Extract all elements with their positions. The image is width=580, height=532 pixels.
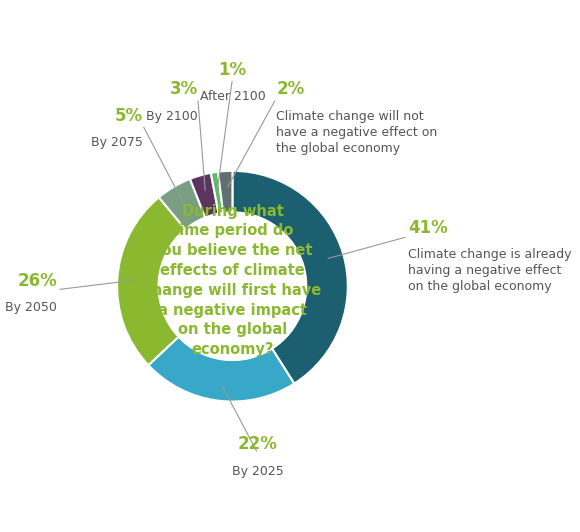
Text: By 2075: By 2075 [90,136,143,149]
Text: By 2025: By 2025 [232,465,284,478]
Wedge shape [211,172,223,214]
Wedge shape [117,197,186,365]
Text: During what
time period do
you believe the net
effects of climate
change will fi: During what time period do you believe t… [143,204,321,357]
Text: By 2050: By 2050 [5,301,57,314]
Text: 26%: 26% [17,272,57,289]
Text: 41%: 41% [408,219,448,237]
Circle shape [158,212,306,360]
Wedge shape [233,171,348,384]
Text: 3%: 3% [169,80,198,98]
Wedge shape [190,173,219,218]
Text: After 2100: After 2100 [200,90,265,103]
Text: 22%: 22% [238,436,278,453]
Text: 1%: 1% [219,61,246,79]
Text: 5%: 5% [114,107,143,124]
Wedge shape [218,171,233,213]
Text: Climate change will not
have a negative effect on
the global economy: Climate change will not have a negative … [276,110,437,155]
Text: 2%: 2% [276,80,304,98]
Wedge shape [148,337,294,402]
Text: By 2100: By 2100 [146,110,198,123]
Wedge shape [159,179,205,229]
Text: Climate change is already
having a negative effect
on the global economy: Climate change is already having a negat… [408,248,571,293]
